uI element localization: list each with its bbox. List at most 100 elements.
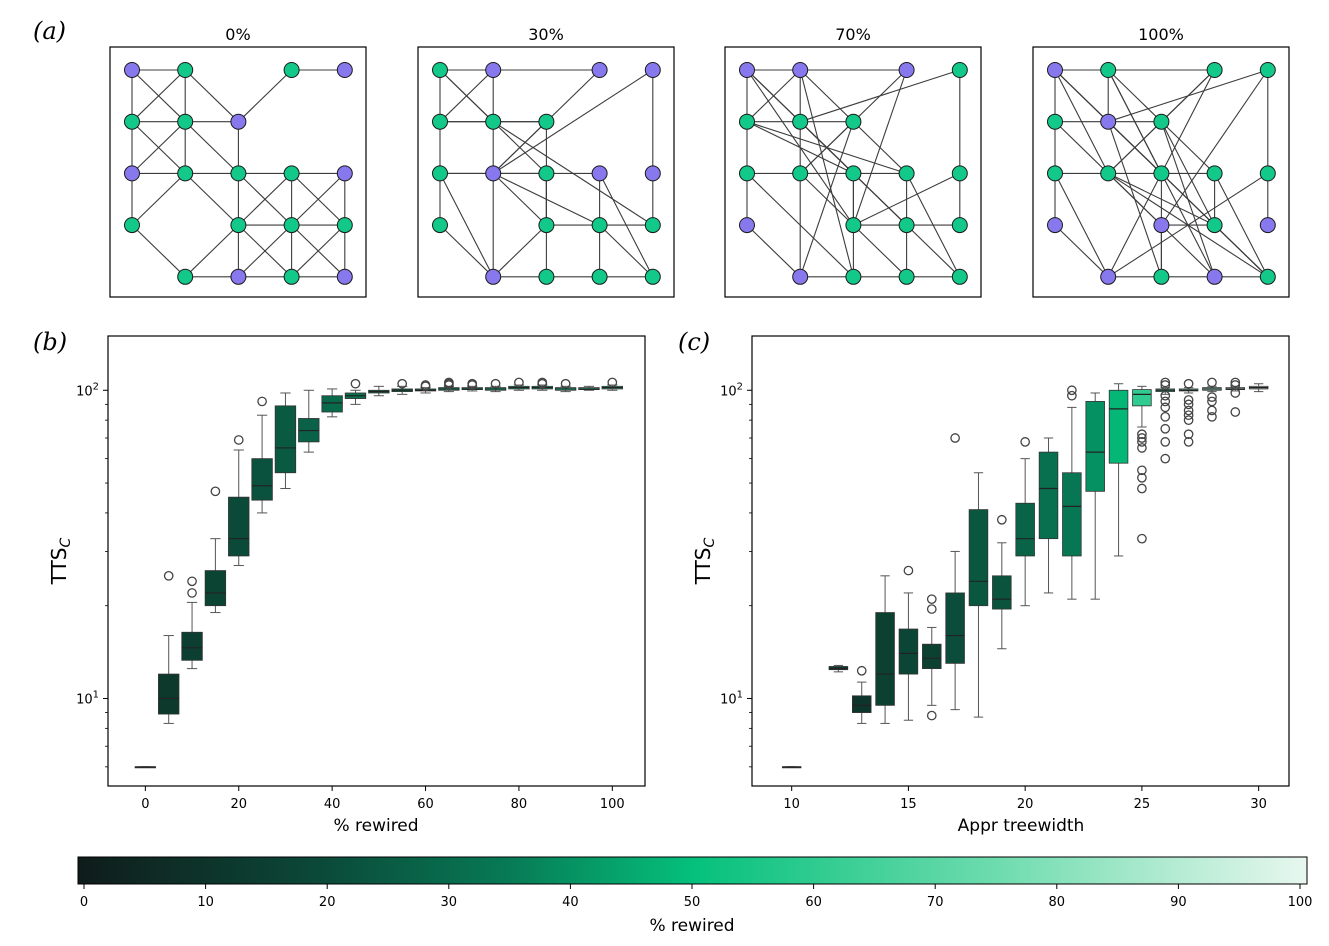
network-node-green — [538, 165, 555, 182]
colorbar: 0 10 20 30 40 50 60 70 80 90 100 % rewired — [77, 856, 1312, 936]
box-15 — [898, 565, 919, 721]
outlier-point — [1160, 411, 1171, 422]
y-tick-base: 10 — [720, 384, 737, 399]
network-edge — [1160, 69, 1269, 226]
box-40 — [321, 388, 343, 418]
outlier-point — [444, 377, 454, 388]
network-node-green — [432, 113, 448, 130]
box-iqr — [251, 458, 273, 501]
outlier-point — [1183, 437, 1194, 447]
network-nodes-100pct — [1047, 62, 1276, 285]
box-20 — [1015, 437, 1035, 607]
network-nodes-30pct — [432, 62, 661, 285]
network-edge — [853, 172, 961, 226]
panel-a-networks: 0% 30% 70% 100% — [109, 25, 1290, 298]
outlier-point — [1207, 411, 1217, 422]
y-tick-base: 10 — [76, 692, 93, 707]
network-node-purple — [124, 165, 140, 182]
outlier-point — [420, 380, 431, 390]
outlier-point — [1183, 415, 1194, 425]
network-node-green — [845, 217, 862, 234]
outlier-point — [1137, 472, 1147, 483]
network-node-green — [124, 217, 140, 234]
box-95 — [578, 385, 600, 391]
network-node-green — [432, 217, 448, 234]
box-iqr — [875, 612, 895, 706]
outlier-point — [926, 710, 937, 721]
network-edge — [184, 69, 239, 123]
outlier-point — [1067, 385, 1077, 396]
outlier-point — [1020, 437, 1031, 447]
y-label-main-c: TTS — [691, 548, 715, 586]
network-edge — [131, 224, 186, 278]
x-tick-label: 0 — [141, 797, 149, 812]
outlier-point — [1067, 390, 1077, 401]
network-node-green — [177, 268, 194, 285]
network-node-green — [739, 113, 755, 130]
box-60 — [414, 380, 437, 394]
network-node-purple — [591, 62, 608, 78]
network-node-purple — [230, 268, 247, 285]
outlier-point — [996, 514, 1007, 525]
network-edge — [1214, 173, 1269, 278]
colorbar-tick-label: 80 — [1049, 895, 1066, 910]
network-edge — [1054, 224, 1109, 278]
box-21 — [1038, 437, 1059, 594]
y-tick-base: 10 — [720, 692, 737, 707]
box-14 — [875, 575, 895, 724]
network-edge — [184, 121, 239, 174]
plot-frame-b — [107, 335, 646, 787]
box-iqr — [1038, 451, 1059, 540]
y-tick-label: 101 — [76, 689, 99, 707]
network-edge — [492, 173, 547, 226]
network-node-green — [951, 217, 968, 234]
network-edge — [1160, 121, 1216, 277]
box-iqr — [1108, 389, 1129, 464]
network-node-purple — [591, 165, 608, 182]
box-25 — [1132, 385, 1152, 544]
outlier-point — [1183, 399, 1194, 410]
colorbar-tick-label: 20 — [319, 895, 336, 910]
box-iqr — [945, 592, 965, 664]
network-node-green — [845, 268, 862, 285]
plot-frame-c — [751, 335, 1290, 787]
outlier-point — [1160, 453, 1171, 464]
colorbar-tick-label: 70 — [927, 895, 944, 910]
network-node-green — [951, 165, 968, 182]
network-edge — [492, 121, 654, 226]
network-node-purple — [644, 165, 661, 182]
box-23 — [1085, 392, 1105, 600]
outlier-point — [856, 665, 867, 676]
network-node-green — [336, 217, 353, 234]
outlier-point — [903, 565, 914, 576]
colorbar-label: % rewired — [649, 916, 734, 936]
box-iqr — [1062, 472, 1082, 557]
network-node-green — [845, 165, 862, 182]
outlier-point — [1183, 378, 1194, 389]
network-node-green — [1259, 62, 1276, 78]
network-node-purple — [336, 165, 353, 182]
outlier-point — [1160, 377, 1171, 388]
panel-label-b: (b) — [33, 328, 67, 356]
network-node-green — [432, 62, 448, 78]
network-node-green — [591, 268, 608, 285]
box-iqr — [321, 395, 343, 413]
outlier-point — [163, 570, 174, 581]
network-node-green — [644, 217, 661, 234]
outlier-point — [467, 378, 478, 389]
panel-label-a: (a) — [33, 17, 66, 45]
network-edges-70pct — [746, 69, 961, 278]
network-edge — [1108, 69, 1268, 123]
outlier-point — [1160, 396, 1171, 407]
network-title-70pct: 70% — [835, 25, 871, 44]
network-frame-70pct — [724, 46, 982, 298]
network-edge — [184, 224, 239, 278]
outlier-point — [607, 377, 618, 388]
network-node-purple — [1153, 217, 1170, 234]
y-label-sub-b: C — [58, 538, 74, 548]
network-node-green — [283, 217, 300, 234]
network-edges-30pct — [439, 69, 654, 278]
network-graph-0pct: 0% — [109, 25, 367, 298]
network-node-green — [177, 62, 194, 78]
